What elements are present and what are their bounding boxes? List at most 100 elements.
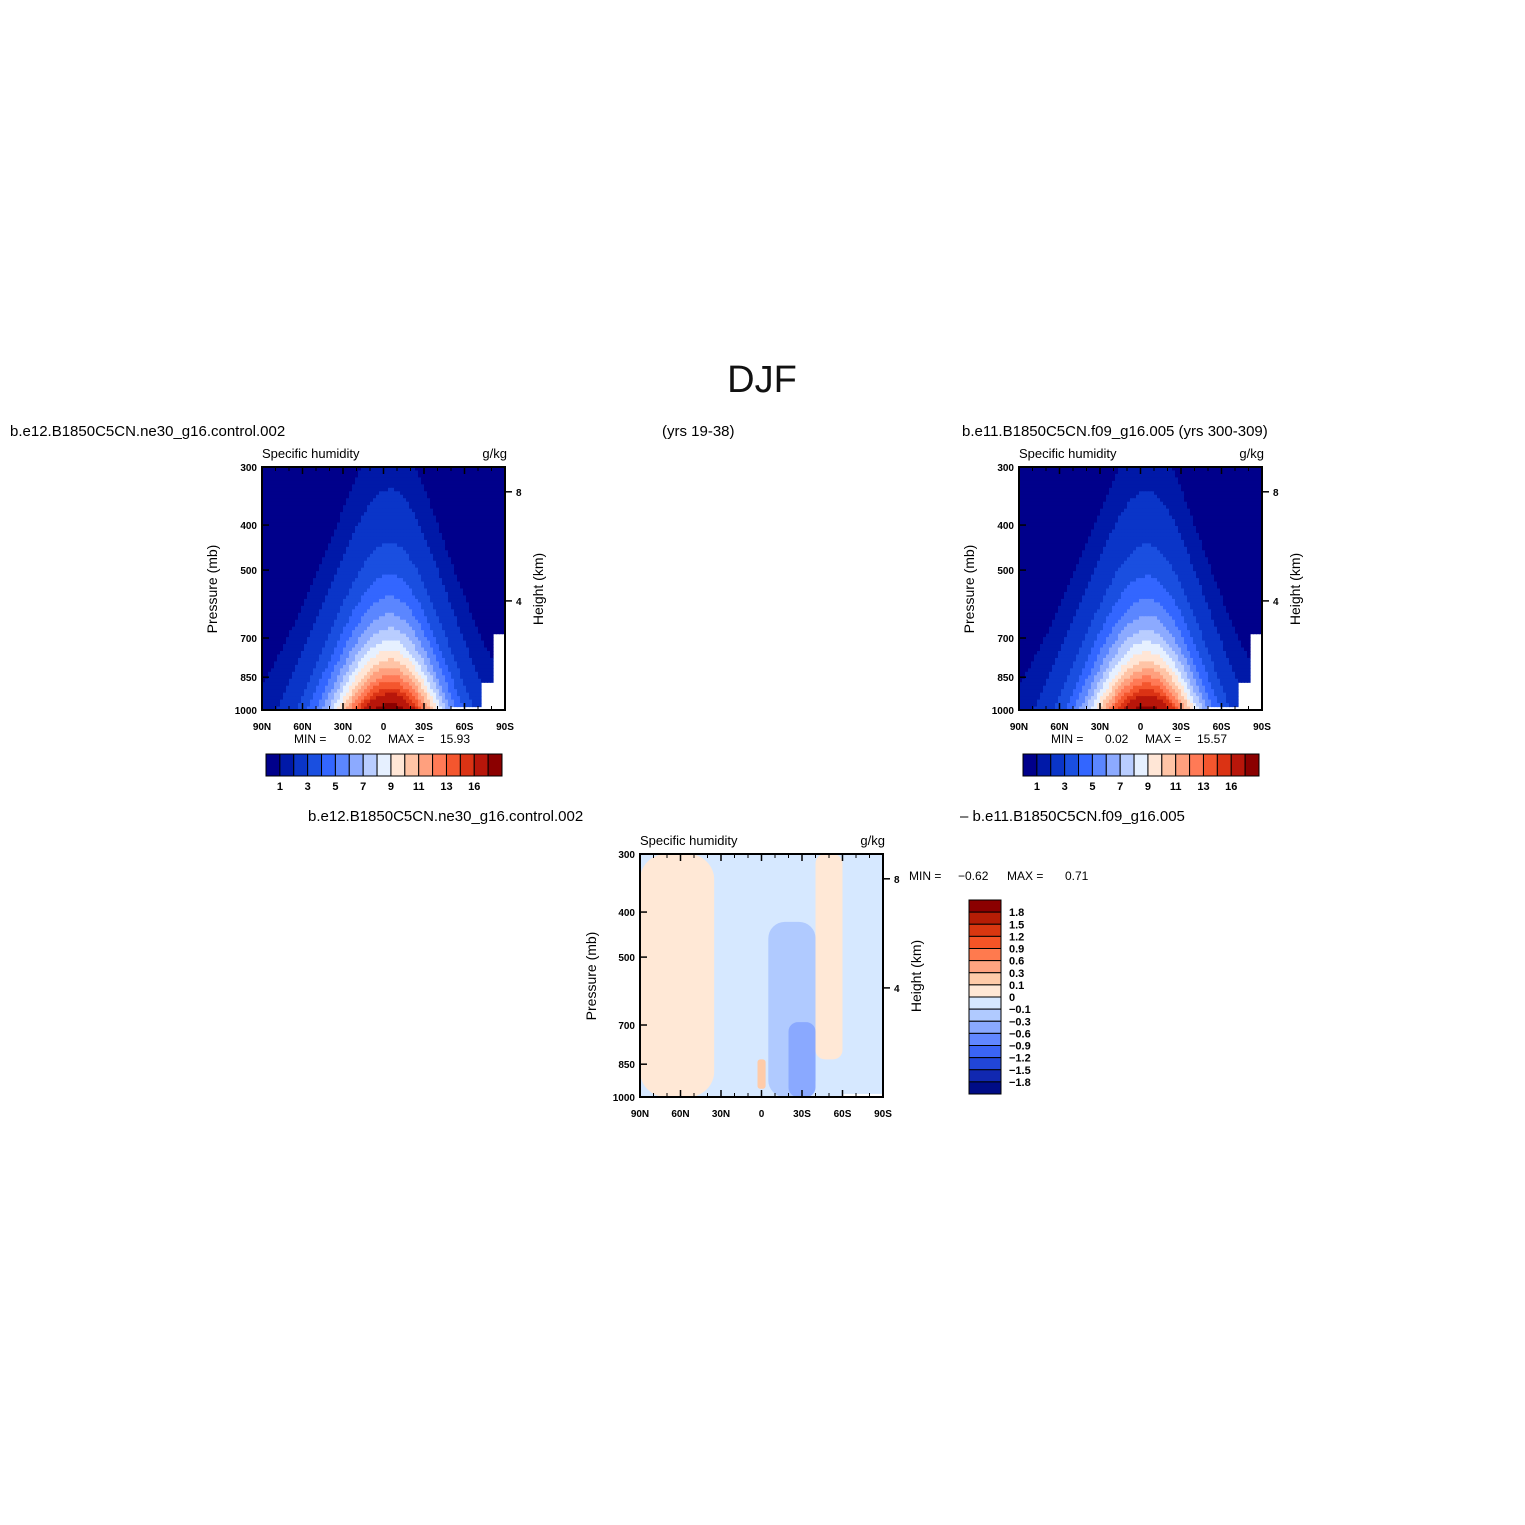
left-field-cell: [343, 657, 347, 662]
left-field-cell: [262, 498, 266, 503]
left-field-cell: [340, 654, 344, 659]
left-field-cell: [379, 671, 383, 676]
left-field-cell: [340, 487, 344, 492]
left-field-cell: [463, 650, 467, 656]
left-field-cell: [304, 602, 308, 607]
left-field-cell: [466, 640, 470, 645]
left-field-cell: [271, 678, 275, 683]
left-field-cell: [286, 585, 290, 590]
left-field-cell: [427, 602, 431, 607]
left-field-cell: [475, 519, 479, 524]
left-field-cell: [268, 564, 272, 569]
left-field-cell: [322, 675, 326, 680]
left-field-cell: [427, 543, 431, 548]
left-field-cell: [388, 591, 392, 597]
left-field-cell: [334, 637, 338, 642]
left-field-cell: [481, 470, 485, 475]
left-field-cell: [481, 612, 485, 617]
left-field-cell: [403, 557, 407, 562]
left-field-cell: [499, 494, 503, 499]
left-field-cell: [439, 574, 443, 579]
left-field-cell: [376, 546, 380, 551]
left-field-cell: [382, 529, 386, 534]
left-field-cell: [433, 491, 437, 496]
left-field-cell: [448, 654, 452, 659]
left-field-cell: [301, 505, 305, 510]
left-field-cell: [406, 671, 410, 676]
left-field-cell: [427, 567, 431, 572]
left-field-cell: [304, 526, 308, 531]
left-field-cell: [373, 637, 377, 642]
left-field-cell: [463, 526, 467, 531]
left-field-cell: [472, 640, 476, 645]
left-field-cell: [328, 675, 332, 680]
left-field-cell: [262, 473, 266, 479]
left-field-cell: [409, 473, 413, 479]
left-field-cell: [268, 578, 272, 583]
left-field-cell: [295, 605, 299, 610]
left-field-cell: [364, 480, 368, 485]
left-field-cell: [292, 588, 296, 593]
left-field-cell: [418, 585, 422, 590]
left-field-cell: [331, 532, 335, 538]
left-field-cell: [358, 519, 362, 524]
left-field-cell: [337, 654, 341, 659]
left-field-cell: [430, 609, 434, 614]
left-field-cell: [313, 664, 317, 669]
left-field-cell: [268, 467, 272, 472]
left-field-cell: [325, 598, 329, 603]
left-field-cell: [325, 654, 329, 659]
left-field-cell: [322, 526, 326, 531]
left-field-cell: [310, 591, 314, 597]
left-field-cell: [346, 630, 350, 635]
left-field-cell: [406, 526, 410, 531]
left-field-cell: [268, 505, 272, 510]
left-field-cell: [427, 650, 431, 656]
left-field-cell: [310, 494, 314, 499]
left-field-cell: [289, 626, 293, 631]
left-field-cell: [277, 637, 281, 642]
left-field-cell: [448, 505, 452, 510]
left-field-cell: [346, 657, 350, 662]
left-field-cell: [436, 560, 440, 565]
left-field-cell: [487, 585, 491, 590]
left-field-cell: [316, 484, 320, 489]
left-field-cell: [385, 633, 389, 638]
left-field-cell: [448, 609, 452, 614]
left-field-cell: [322, 654, 326, 659]
left-field-cell: [307, 477, 311, 482]
left-field-cell: [415, 487, 419, 492]
left-field-cell: [307, 515, 311, 520]
left-field-cell: [463, 581, 467, 586]
left-field-cell: [304, 630, 308, 635]
left-field-cell: [481, 564, 485, 569]
left-field-cell: [484, 612, 488, 617]
left-field-cell: [349, 512, 353, 517]
left-field-cell: [331, 473, 335, 479]
left-field-cell: [304, 494, 308, 499]
left-field-cell: [364, 598, 368, 603]
left-field-cell: [403, 508, 407, 513]
left-field-cell: [376, 591, 380, 597]
left-field-cell: [316, 522, 320, 527]
left-field-cell: [454, 619, 458, 624]
left-field-cell: [439, 626, 443, 631]
left-field-cell: [283, 536, 287, 541]
left-field-cell: [409, 650, 413, 656]
left-field-cell: [298, 664, 302, 669]
left-field-cell: [367, 512, 371, 517]
left-field-cell: [433, 571, 437, 576]
left-field-cell: [484, 484, 488, 489]
left-field-cell: [490, 480, 494, 485]
left-field-cell: [469, 494, 473, 499]
left-field-cell: [286, 467, 290, 472]
left-field-cell: [337, 539, 341, 544]
left-field-cell: [427, 526, 431, 531]
left-field-cell: [448, 571, 452, 576]
left-field-cell: [469, 574, 473, 579]
left-field-cell: [268, 637, 272, 642]
left-field-cell: [286, 508, 290, 513]
left-field-cell: [418, 522, 422, 527]
left-field-cell: [430, 480, 434, 485]
left-field-cell: [403, 553, 407, 558]
